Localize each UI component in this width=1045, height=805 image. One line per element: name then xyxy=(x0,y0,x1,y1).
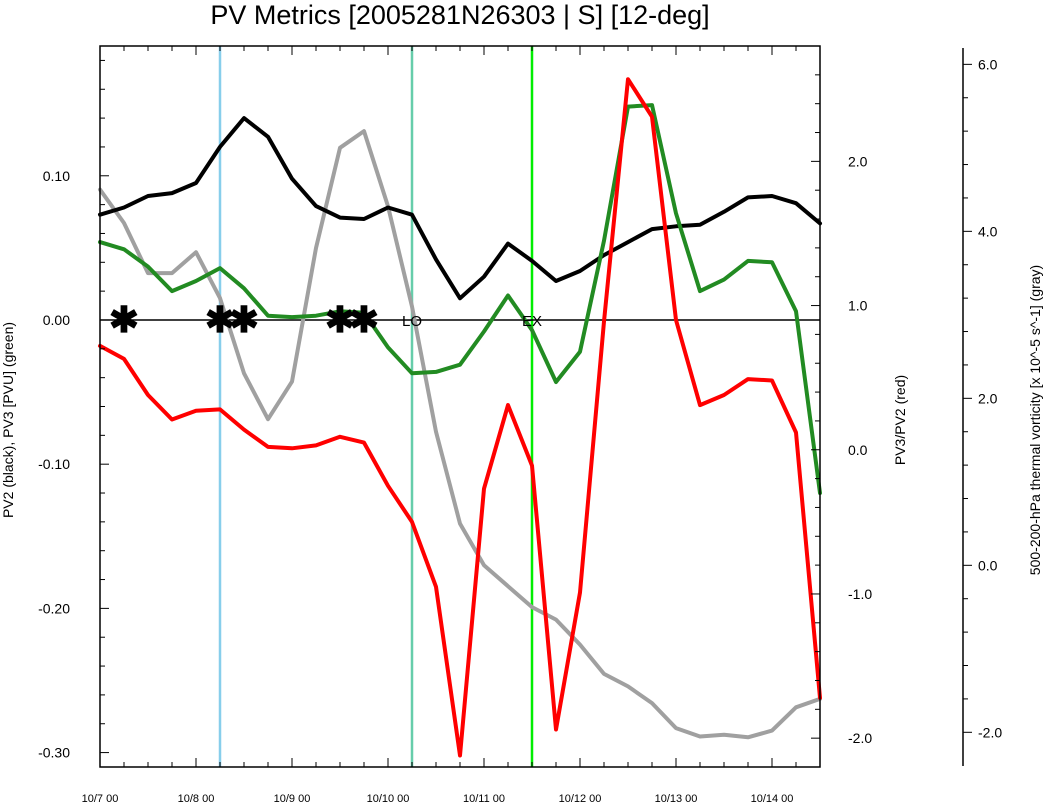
right-tick-label: 0.0 xyxy=(848,442,868,458)
right-tick-label: 1.0 xyxy=(848,298,868,314)
left-tick-label: -0.30 xyxy=(38,745,70,761)
right-axis-label: PV3/PV2 (red) xyxy=(892,375,908,465)
far-right-tick-label: -2.0 xyxy=(978,724,1002,740)
x-tick-label: 10/10 00 xyxy=(367,793,410,805)
star-marker-1: ✱ xyxy=(205,299,235,340)
x-tick-label: 10/11 00 xyxy=(463,793,505,805)
far-right-tick-label: 4.0 xyxy=(978,223,998,239)
x-tick-label: 10/7 00 xyxy=(82,793,119,805)
left-tick-label: -0.20 xyxy=(38,600,70,616)
left-tick-label: -0.10 xyxy=(38,456,70,472)
x-tick-label: 10/9 00 xyxy=(274,793,311,805)
annotation-lo: LO xyxy=(402,313,422,330)
left-tick-label: 0.10 xyxy=(43,168,70,184)
far-right-axis-label: 500-200-hPa thermal vorticity [x 10^-5 s… xyxy=(1027,265,1043,575)
right-tick-label: -2.0 xyxy=(848,730,872,746)
x-tick-label: 10/8 00 xyxy=(178,793,215,805)
far-right-tick-label: 0.0 xyxy=(978,557,998,573)
series-line-1 xyxy=(98,103,822,495)
x-tick-label: 10/12 00 xyxy=(559,793,602,805)
star-marker-4: ✱ xyxy=(349,299,379,340)
left-tick-label: 0.00 xyxy=(43,312,70,328)
star-marker-2: ✱ xyxy=(229,299,259,340)
left-axis-label: PV2 (black), PV3 [PVU] (green) xyxy=(0,322,16,518)
star-marker-0: ✱ xyxy=(109,299,139,340)
annotation-ex: EX xyxy=(522,313,542,330)
star-marker-3: ✱ xyxy=(325,299,355,340)
far-right-tick-label: 6.0 xyxy=(978,56,998,72)
series-line-0 xyxy=(98,116,822,301)
x-tick-label: 10/14 00 xyxy=(751,793,794,805)
far-right-tick-label: 2.0 xyxy=(978,390,998,406)
right-tick-label: 2.0 xyxy=(848,153,868,169)
series-line-3 xyxy=(98,129,822,740)
plot-frame xyxy=(99,45,821,768)
chart-title: PV Metrics [2005281N26303 | S] [12-deg] xyxy=(210,0,709,30)
right-tick-label: -1.0 xyxy=(848,586,872,602)
series-line-2 xyxy=(98,77,822,758)
x-tick-label: 10/13 00 xyxy=(655,793,698,805)
